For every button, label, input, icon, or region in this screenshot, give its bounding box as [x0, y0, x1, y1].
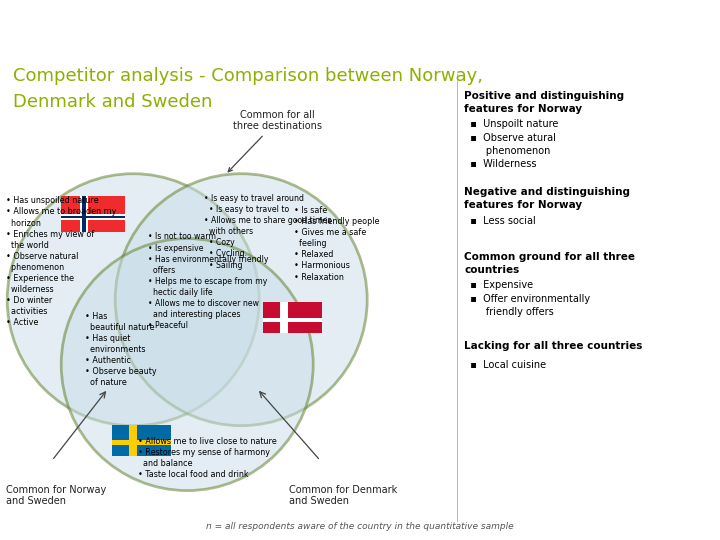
- Bar: [61, 197, 125, 232]
- Text: Lacking for all three countries: Lacking for all three countries: [464, 341, 643, 350]
- Bar: [61, 215, 125, 218]
- Text: • Is not too warm
• Is expensive
• Has environmentally friendly
  offers
• Helps: • Is not too warm • Is expensive • Has e…: [148, 232, 268, 330]
- Text: Positive and distinguishing
features for Norway: Positive and distinguishing features for…: [464, 91, 624, 114]
- Ellipse shape: [7, 174, 259, 426]
- Bar: [61, 214, 125, 220]
- Text: • Has
  beautiful nature
• Has quiet
  environments
• Authentic
• Observe beauty: • Has beautiful nature • Has quiet envir…: [85, 312, 156, 387]
- Text: Denmark and Sweden: Denmark and Sweden: [13, 93, 212, 111]
- Bar: [112, 440, 171, 445]
- Text: Common for all
three destinations: Common for all three destinations: [228, 110, 322, 172]
- Text: • Is safe
• Has friendly people
• Gives me a safe
  feeling
• Relaxed
• Harmonio: • Is safe • Has friendly people • Gives …: [294, 206, 379, 281]
- Text: Competitor analysis - Comparison between Norway,: Competitor analysis - Comparison between…: [13, 66, 483, 85]
- Bar: [129, 424, 137, 456]
- Bar: [112, 424, 171, 456]
- Text: ▪  Less social: ▪ Less social: [464, 215, 536, 226]
- Bar: [263, 318, 322, 322]
- Text: • Is easy to travel around
  • Is easy to travel to
• Allows me to share good ti: • Is easy to travel around • Is easy to …: [204, 194, 331, 269]
- Bar: [82, 197, 86, 232]
- Text: Common ground for all three
countries: Common ground for all three countries: [464, 252, 636, 275]
- Text: ▪  Local cuisine: ▪ Local cuisine: [464, 360, 546, 370]
- Text: Negative and distinguishing
features for Norway: Negative and distinguishing features for…: [464, 187, 631, 210]
- Bar: [263, 302, 322, 333]
- Text: • Allows me to live close to nature
• Restores my sense of harmony
  and balance: • Allows me to live close to nature • Re…: [138, 437, 277, 479]
- Text: ▪  Expensive
  ▪  Offer environmentally
       friendly offers: ▪ Expensive ▪ Offer environmentally frie…: [464, 280, 590, 317]
- Text: n = all respondents aware of the country in the quantitative sample: n = all respondents aware of the country…: [206, 522, 514, 531]
- Ellipse shape: [61, 239, 313, 490]
- Text: INNOVASJON
NORGE: INNOVASJON NORGE: [639, 6, 704, 27]
- Ellipse shape: [115, 174, 367, 426]
- Text: ▪  Unspoilt nature
  ▪  Observe atural
       phenomenon
  ▪  Wilderness: ▪ Unspoilt nature ▪ Observe atural pheno…: [464, 119, 559, 169]
- Text: Common for Denmark
and Sweden: Common for Denmark and Sweden: [289, 485, 397, 507]
- Bar: [80, 197, 88, 232]
- Text: • Has unspoiled nature
• Allows me to broaden my
  horizon
• Enriches my view of: • Has unspoiled nature • Allows me to br…: [6, 197, 116, 327]
- Text: Common for Norway
and Sweden: Common for Norway and Sweden: [6, 485, 106, 507]
- Bar: [280, 302, 288, 333]
